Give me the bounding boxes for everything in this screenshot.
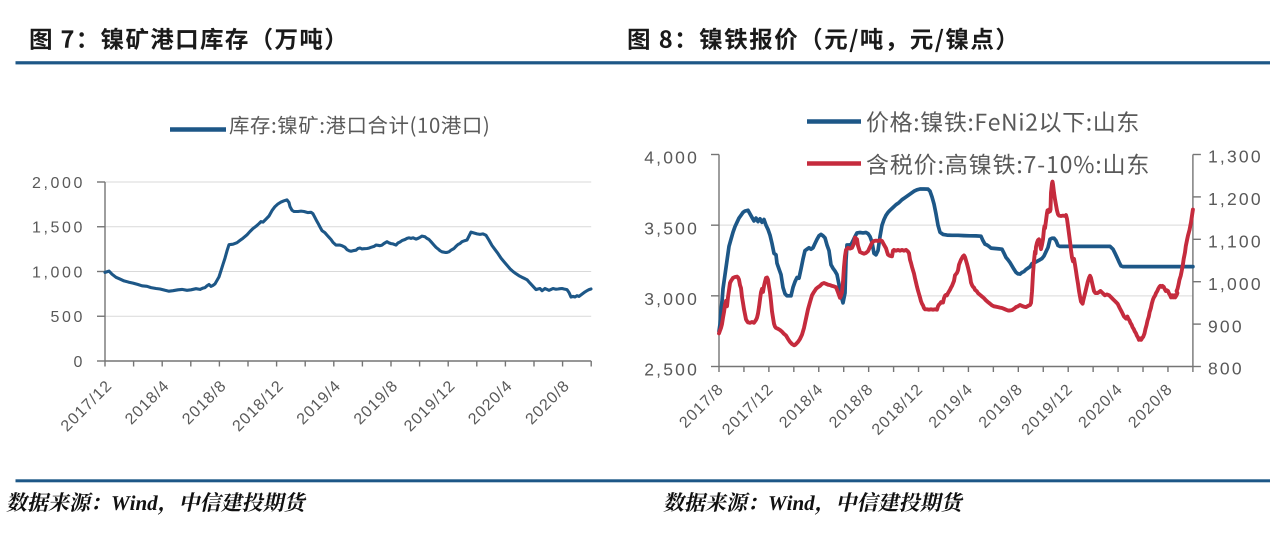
svg-text:1,500: 1,500: [32, 220, 85, 237]
svg-text:1,300: 1,300: [1208, 147, 1263, 167]
svg-text:800: 800: [1208, 359, 1244, 379]
svg-text:2,500: 2,500: [644, 360, 699, 380]
svg-text:4,000: 4,000: [644, 148, 699, 168]
svg-text:3,500: 3,500: [644, 218, 699, 238]
svg-text:1,100: 1,100: [1208, 232, 1263, 252]
svg-text:1,200: 1,200: [1208, 189, 1263, 209]
svg-text:3,000: 3,000: [644, 289, 699, 309]
svg-text:900: 900: [1208, 316, 1244, 336]
svg-text:500: 500: [51, 309, 86, 326]
svg-text:1,000: 1,000: [32, 264, 85, 281]
svg-text:0: 0: [74, 354, 86, 371]
svg-text:1,000: 1,000: [1208, 274, 1263, 294]
svg-text:2,000: 2,000: [32, 175, 85, 192]
